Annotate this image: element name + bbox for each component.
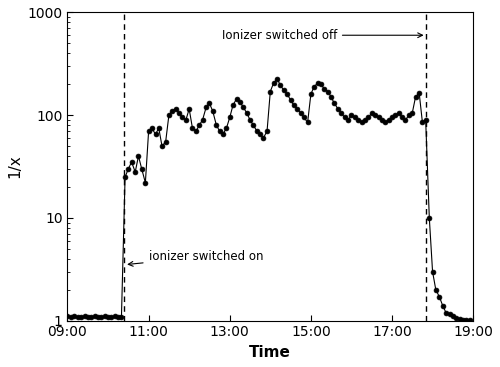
X-axis label: Time: Time — [250, 345, 291, 360]
Y-axis label: 1/x: 1/x — [7, 155, 22, 178]
Text: ionizer switched on: ionizer switched on — [128, 250, 263, 266]
Text: Ionizer switched off: Ionizer switched off — [222, 29, 422, 42]
